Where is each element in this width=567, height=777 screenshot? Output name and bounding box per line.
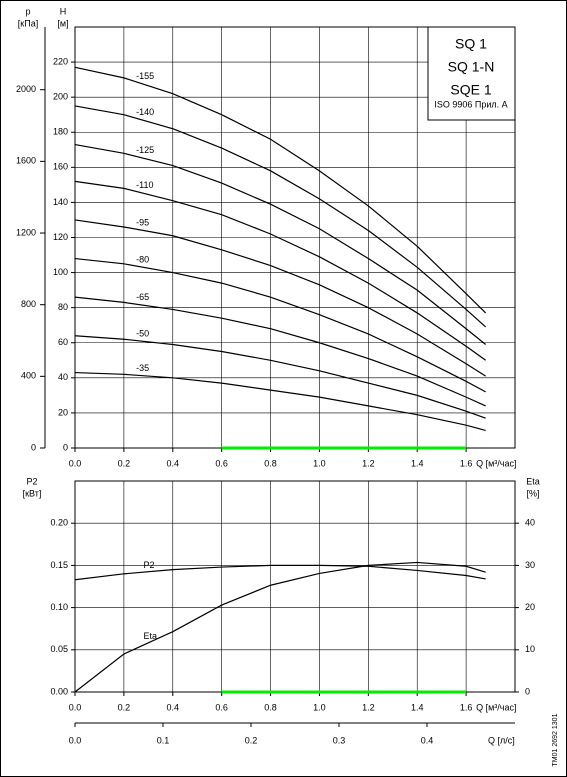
x-tick-label: 1.6 xyxy=(460,458,473,468)
y2-axis-unit: [кПа] xyxy=(18,18,38,28)
y-tick-label: 160 xyxy=(53,162,68,172)
y-tick-label: 140 xyxy=(53,197,68,207)
series-label: -155 xyxy=(136,71,154,81)
y2-tick-label: 400 xyxy=(21,371,36,381)
x-tick-label: 0.4 xyxy=(167,702,180,712)
x2-tick-label: 0.1 xyxy=(157,735,170,745)
y-axis-unit: [кВт] xyxy=(23,488,42,498)
y-tick-label: 80 xyxy=(58,302,68,312)
y2-axis-unit: [%] xyxy=(526,488,539,498)
x2-tick-label: 0.4 xyxy=(421,735,434,745)
curve xyxy=(74,143,487,345)
x-tick-label: 1.0 xyxy=(313,458,326,468)
y-tick-label: 60 xyxy=(58,337,68,347)
series-label: -50 xyxy=(136,328,149,338)
y2-tick-label: 800 xyxy=(21,299,36,309)
document-code: TM01 2692 1301 xyxy=(552,713,559,766)
y2-axis-label: p xyxy=(25,6,30,16)
curve xyxy=(74,66,487,314)
y-tick-label: 0.00 xyxy=(50,686,68,696)
y2-tick-label: 2000 xyxy=(16,84,36,94)
y-tick-label: 200 xyxy=(53,92,68,102)
y-tick-label: 180 xyxy=(53,127,68,137)
x-tick-label: 0.8 xyxy=(264,458,277,468)
curve xyxy=(74,564,486,581)
x-tick-label: 0.2 xyxy=(118,702,131,712)
x2-tick-label: 0.3 xyxy=(333,735,346,745)
series-label: -95 xyxy=(136,217,149,227)
curve xyxy=(74,257,486,393)
curve xyxy=(74,296,486,407)
series-label: P2 xyxy=(143,560,154,570)
y-axis-label: P2 xyxy=(26,476,37,486)
y2-tick-label: 0 xyxy=(31,442,36,452)
title-line: SQE 1 xyxy=(450,82,491,98)
y-tick-label: 0.15 xyxy=(50,560,68,570)
x-tick-label: 0.8 xyxy=(264,702,277,712)
y-tick-label: 220 xyxy=(53,56,68,66)
x-tick-label: 1.2 xyxy=(362,458,375,468)
x-tick-label: 1.6 xyxy=(460,702,473,712)
y-tick-label: 0.05 xyxy=(50,644,68,654)
curve xyxy=(74,219,486,377)
x-tick-label: 0.6 xyxy=(215,458,228,468)
y-axis-label: H xyxy=(60,6,67,16)
y2-tick-label: 20 xyxy=(525,602,535,612)
title-line: ISO 9906 Прил. A xyxy=(434,99,507,109)
curve xyxy=(74,335,486,419)
x-axis-label: Q [м³/час] xyxy=(476,702,516,712)
y-tick-label: 0.10 xyxy=(50,602,68,612)
curve xyxy=(74,180,487,361)
series-label: -140 xyxy=(136,107,154,117)
x2-tick-label: 0.2 xyxy=(245,735,258,745)
series-label: -110 xyxy=(136,180,153,190)
plot-frame xyxy=(74,480,516,693)
x-tick-label: 0.6 xyxy=(215,702,228,712)
y2-tick-label: 40 xyxy=(525,518,535,528)
series-label: -35 xyxy=(136,363,149,373)
y-tick-label: 0 xyxy=(63,442,68,452)
x-tick-label: 0.2 xyxy=(118,458,131,468)
y2-tick-label: 0 xyxy=(525,686,530,696)
series-label: -65 xyxy=(136,292,149,302)
y-tick-label: 120 xyxy=(53,232,68,242)
curve xyxy=(74,105,487,328)
y-tick-label: 0.20 xyxy=(50,518,68,528)
y2-axis-label: Eta xyxy=(526,476,540,486)
title-line: SQ 1 xyxy=(455,36,487,52)
series-label: -125 xyxy=(136,145,154,155)
x-tick-label: 0.4 xyxy=(167,458,180,468)
x-tick-label: 0.0 xyxy=(69,702,82,712)
x-tick-label: 1.0 xyxy=(313,702,326,712)
y2-tick-label: 1200 xyxy=(16,227,36,237)
y-tick-label: 40 xyxy=(58,372,68,382)
x2-tick-label: 0.0 xyxy=(69,735,82,745)
x-tick-label: 0.0 xyxy=(69,458,82,468)
y2-tick-label: 1600 xyxy=(16,156,36,166)
y2-tick-label: 30 xyxy=(525,560,535,570)
y-axis-unit: [м] xyxy=(57,18,68,28)
x-tick-label: 1.2 xyxy=(362,702,375,712)
curve xyxy=(74,371,486,432)
title-line: SQ 1-N xyxy=(448,59,495,75)
series-label: Eta xyxy=(143,631,157,641)
x-tick-label: 1.4 xyxy=(411,458,424,468)
title-box xyxy=(427,26,516,121)
y-tick-label: 100 xyxy=(53,267,68,277)
x-axis-label: Q [м³/час] xyxy=(476,458,516,468)
series-label: -80 xyxy=(136,254,149,264)
x-tick-label: 1.4 xyxy=(411,702,424,712)
y2-tick-label: 10 xyxy=(525,644,535,654)
y-tick-label: 20 xyxy=(58,407,68,417)
x2-axis-label: Q [л/с] xyxy=(488,735,515,745)
curve xyxy=(74,561,486,693)
